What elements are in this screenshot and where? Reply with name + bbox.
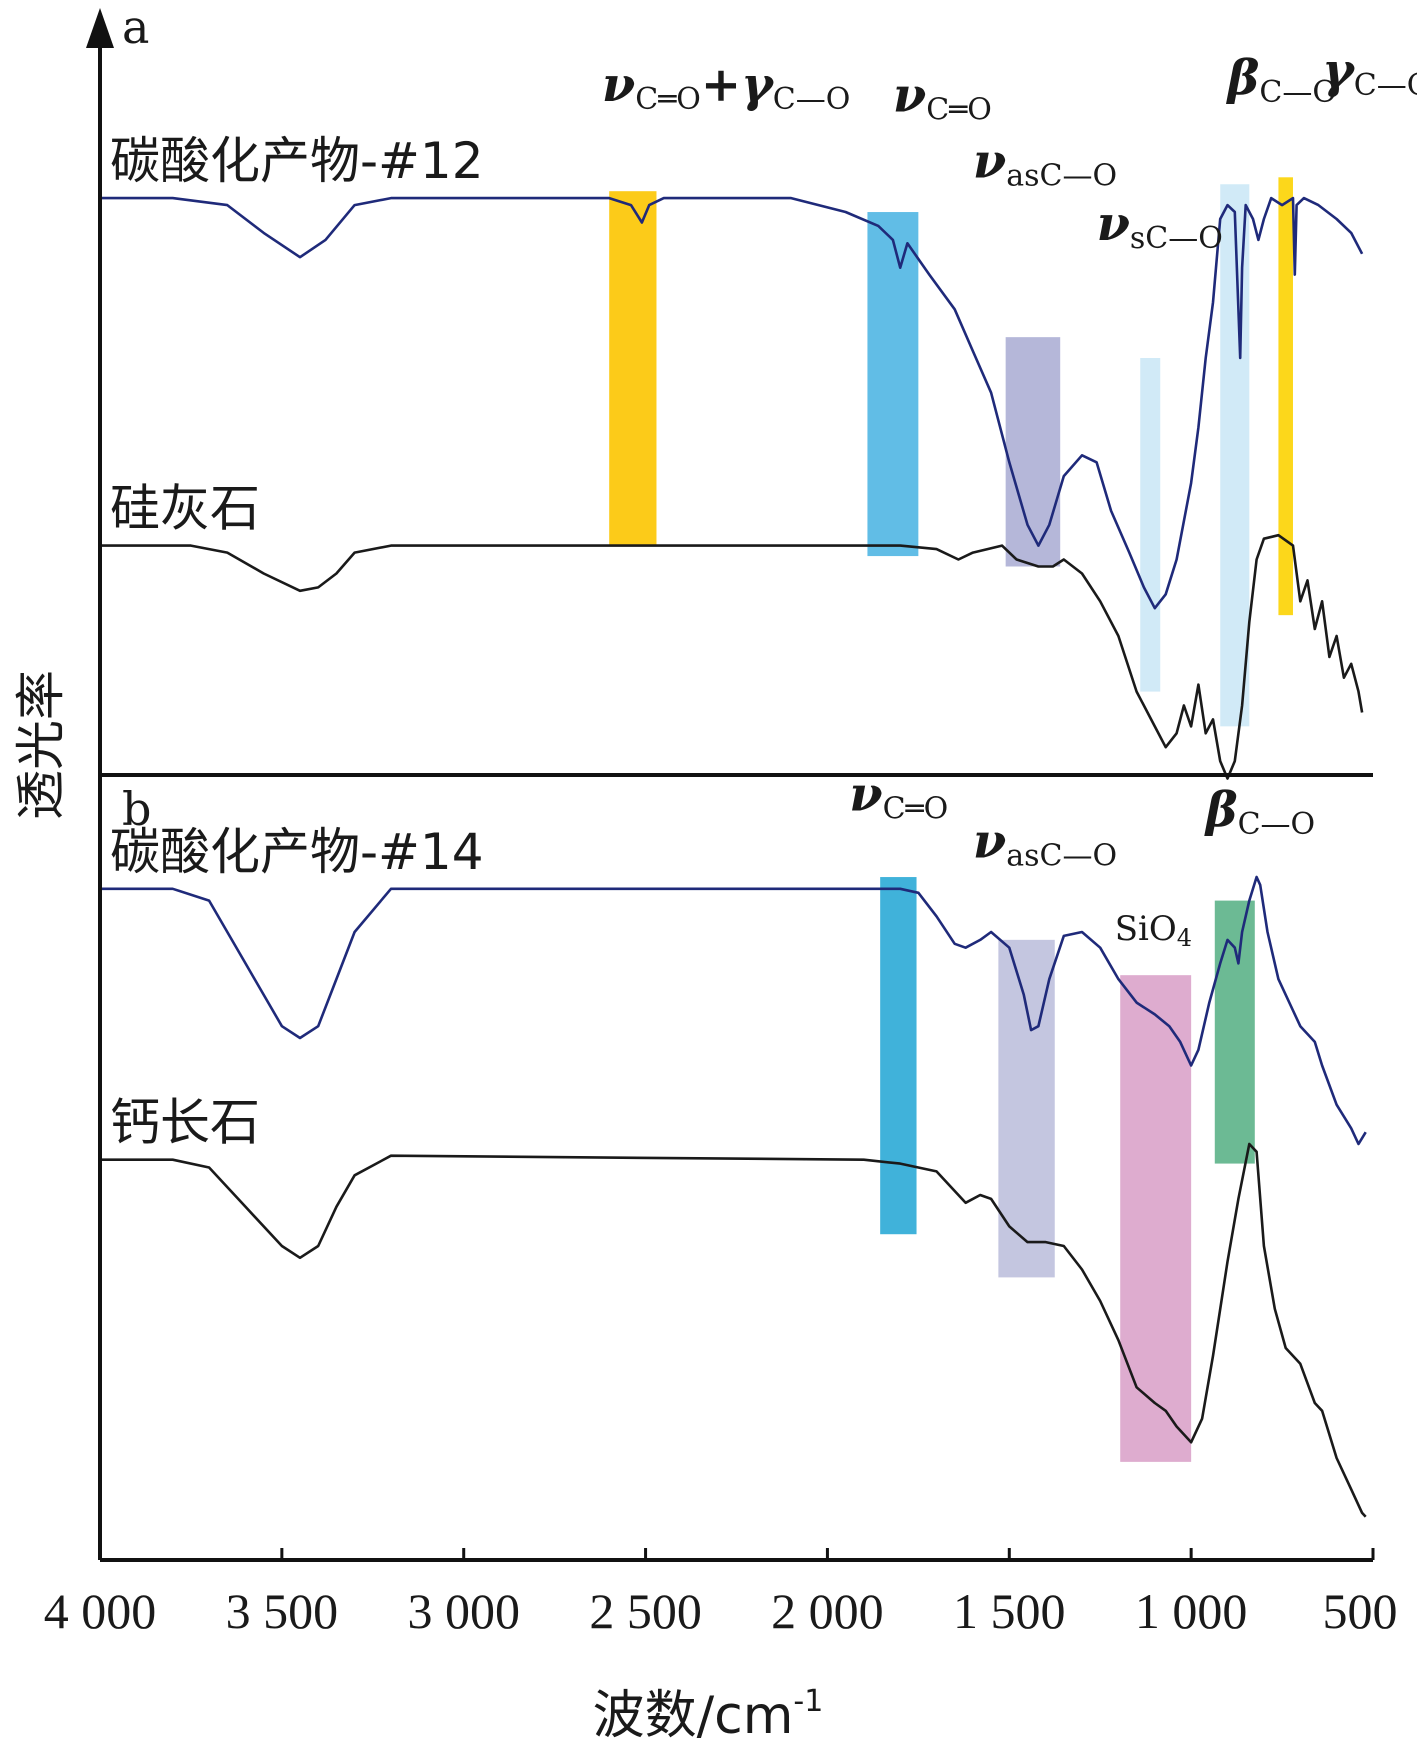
- annotation-a-5: γC—O: [1322, 43, 1417, 103]
- series-label-a-1: 硅灰石: [110, 480, 260, 538]
- band-b-2: [1120, 975, 1192, 1462]
- spectra: [100, 196, 1367, 1518]
- x-axis-label-text: 波数/cm: [593, 1686, 794, 1746]
- x-axis-label: 波数/cm-1: [593, 1684, 824, 1746]
- annotation-b-0: νC═O: [849, 766, 948, 826]
- annotation-a-0: νC═O+γC—O: [602, 57, 850, 117]
- band-a-0: [609, 191, 657, 546]
- x-tick-label: 2 000: [771, 1583, 884, 1639]
- y-axis-arrow: [86, 8, 114, 48]
- annotation-a-4: βC—O: [1226, 50, 1337, 110]
- x-axis-label-sup: -1: [793, 1684, 823, 1719]
- panel-label-b: b: [122, 782, 151, 836]
- annotation-a-1: νC═O: [893, 67, 992, 127]
- peak-annotations: νC═O+γC—OνC═OνasC—OνsC—OβC—OγC—OνC═OνasC…: [602, 43, 1417, 952]
- series-line-a-0: [100, 196, 1364, 610]
- panel-label-a: a: [122, 0, 149, 54]
- x-tick-label: 1 500: [953, 1583, 1066, 1639]
- annotation-b-1: νasC—O: [973, 813, 1117, 873]
- x-tick-label: 2 500: [589, 1583, 702, 1639]
- band-a-2: [1005, 337, 1061, 567]
- x-tick-label: 1 000: [1135, 1583, 1248, 1639]
- x-tick-label: 4 000: [44, 1583, 157, 1639]
- series-line-b-0: [100, 875, 1367, 1146]
- x-tick-label: 500: [1323, 1583, 1398, 1639]
- x-tick-label: 3 500: [226, 1583, 339, 1639]
- band-a-3: [1140, 358, 1161, 692]
- annotation-a-2: νasC—O: [973, 133, 1117, 193]
- annotation-b-2: SiO4: [1115, 909, 1192, 952]
- band-a-4: [1220, 184, 1250, 727]
- band-a-1: [867, 212, 919, 557]
- series-label-b-1: 钙长石: [110, 1094, 260, 1152]
- band-highlights: [609, 177, 1293, 1462]
- series-label-a-0: 碳酸化产物-#12: [110, 132, 484, 190]
- band-b-3: [1214, 900, 1255, 1164]
- band-b-0: [880, 877, 917, 1235]
- axes: [86, 8, 1373, 1562]
- x-tick-label: 3 000: [407, 1583, 520, 1639]
- annotation-b-3: βC—O: [1204, 782, 1315, 842]
- series-line-b-1: [100, 1142, 1367, 1518]
- series-line-a-1: [100, 533, 1364, 780]
- x-ticks: 4 000 3 500 3 000 2 500 2 000 1 500 1 000 500: [44, 1548, 1398, 1639]
- y-axis-label: 透光率: [12, 670, 70, 820]
- series-label-b-0: 碳酸化产物-#14: [110, 823, 484, 881]
- annotation-a-3: νsC—O: [1097, 196, 1223, 256]
- band-a-5: [1278, 177, 1293, 616]
- labels: 碳酸化产物-#12 硅灰石 a 碳酸化产物-#14 钙长石 b: [110, 0, 484, 1152]
